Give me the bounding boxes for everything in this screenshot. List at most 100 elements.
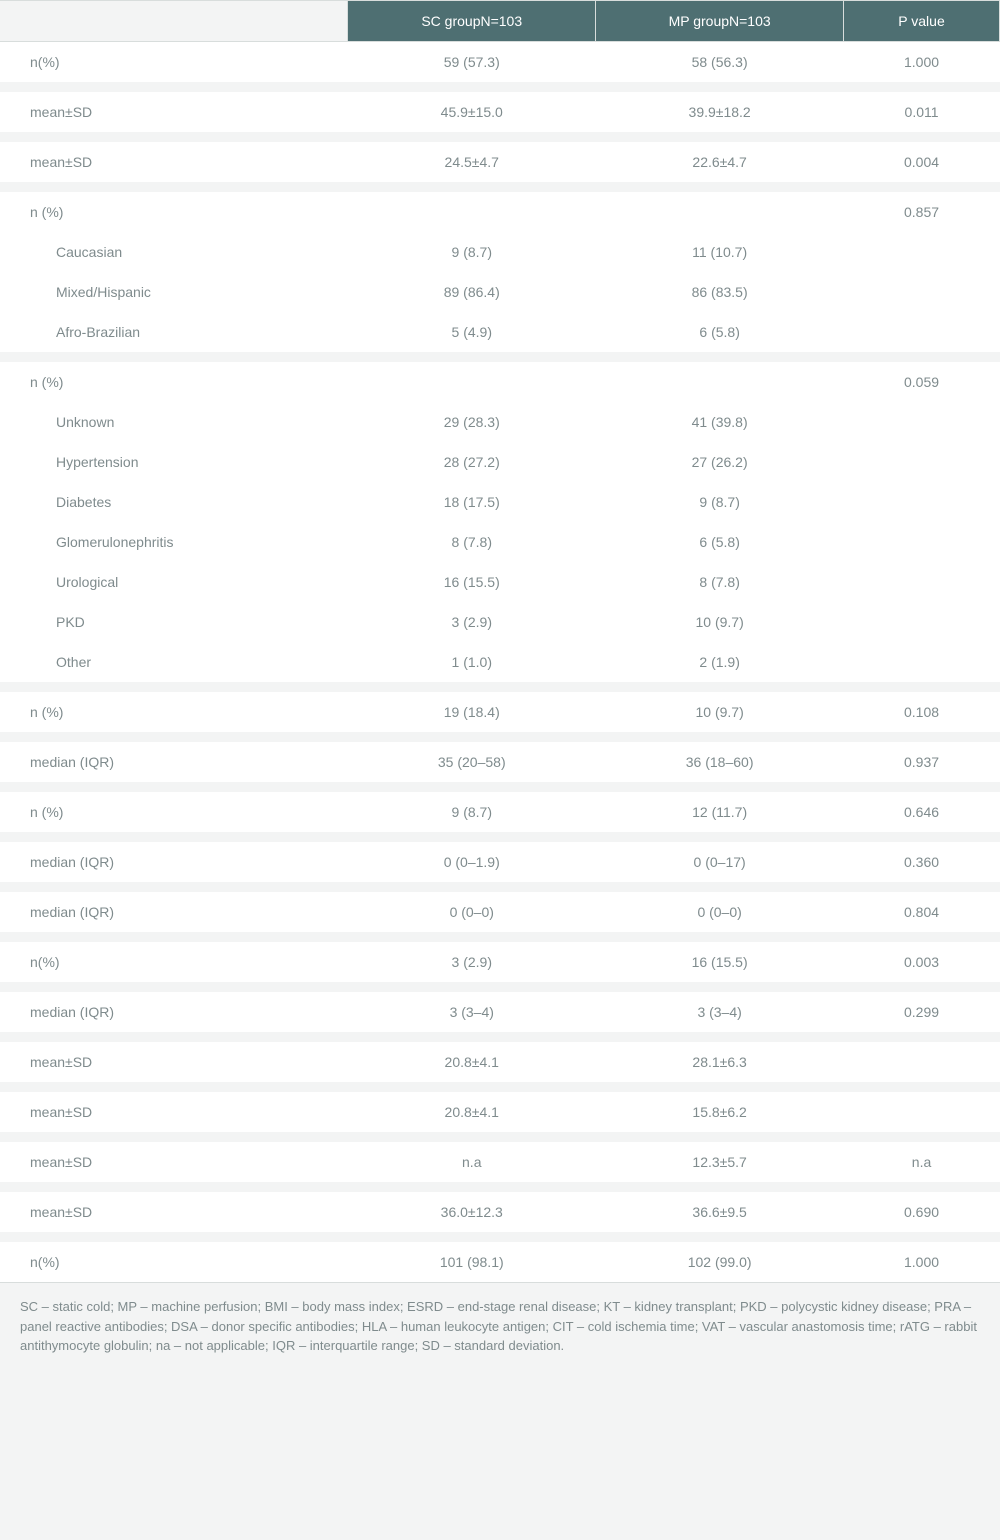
row-label: n(%) xyxy=(0,1242,348,1282)
cell-mp: 6 (5.8) xyxy=(596,312,844,352)
table-row: Afro-Brazilian5 (4.9)6 (5.8) xyxy=(0,312,1000,352)
table-row: n (%)0.059 xyxy=(0,362,1000,402)
table-row: n(%)101 (98.1)102 (99.0)1.000 xyxy=(0,1242,1000,1282)
table-row: mean±SD20.8±4.115.8±6.2 xyxy=(0,1092,1000,1132)
row-gap xyxy=(0,882,1000,892)
cell-mp: 0 (0–17) xyxy=(596,842,844,882)
cell-p xyxy=(844,642,1000,682)
cell-mp: 11 (10.7) xyxy=(596,232,844,272)
col-header-blank xyxy=(0,1,348,42)
table-row: Caucasian9 (8.7)11 (10.7) xyxy=(0,232,1000,272)
table-row xyxy=(0,1132,1000,1142)
row-label: mean±SD xyxy=(0,1192,348,1232)
row-label: mean±SD xyxy=(0,1042,348,1082)
row-label: Glomerulonephritis xyxy=(0,522,348,562)
cell-sc: 35 (20–58) xyxy=(348,742,596,782)
row-gap xyxy=(0,832,1000,842)
row-label: mean±SD xyxy=(0,142,348,182)
table-row: mean±SD36.0±12.336.6±9.50.690 xyxy=(0,1192,1000,1232)
row-gap xyxy=(0,182,1000,192)
table-row xyxy=(0,1082,1000,1092)
row-gap xyxy=(0,1232,1000,1242)
row-gap xyxy=(0,132,1000,142)
table-row: median (IQR)3 (3–4)3 (3–4)0.299 xyxy=(0,992,1000,1032)
row-label: n (%) xyxy=(0,692,348,732)
table-row xyxy=(0,982,1000,992)
cell-p: 0.011 xyxy=(844,92,1000,132)
table-row: mean±SD24.5±4.722.6±4.70.004 xyxy=(0,142,1000,182)
row-label: Urological xyxy=(0,562,348,602)
cell-sc: 3 (2.9) xyxy=(348,942,596,982)
cell-sc: 0 (0–1.9) xyxy=(348,842,596,882)
table-row xyxy=(0,1182,1000,1192)
cell-p xyxy=(844,562,1000,602)
table-row: median (IQR)35 (20–58)36 (18–60)0.937 xyxy=(0,742,1000,782)
row-gap xyxy=(0,1032,1000,1042)
data-table: SC groupN=103 MP groupN=103 P value n(%)… xyxy=(0,0,1000,1282)
table-row: Diabetes18 (17.5)9 (8.7) xyxy=(0,482,1000,522)
cell-p: 0.299 xyxy=(844,992,1000,1032)
table-container: SC groupN=103 MP groupN=103 P value n(%)… xyxy=(0,0,1000,1376)
table-row: Mixed/Hispanic89 (86.4)86 (83.5) xyxy=(0,272,1000,312)
row-label: mean±SD xyxy=(0,92,348,132)
cell-sc: 5 (4.9) xyxy=(348,312,596,352)
cell-mp: 86 (83.5) xyxy=(596,272,844,312)
cell-p xyxy=(844,602,1000,642)
cell-sc: 3 (3–4) xyxy=(348,992,596,1032)
table-row xyxy=(0,782,1000,792)
cell-mp: 16 (15.5) xyxy=(596,942,844,982)
table-row: Unknown29 (28.3)41 (39.8) xyxy=(0,402,1000,442)
cell-sc: 18 (17.5) xyxy=(348,482,596,522)
table-row: Urological16 (15.5)8 (7.8) xyxy=(0,562,1000,602)
cell-mp: 102 (99.0) xyxy=(596,1242,844,1282)
table-row: n (%)19 (18.4)10 (9.7)0.108 xyxy=(0,692,1000,732)
row-label: n(%) xyxy=(0,942,348,982)
cell-mp: 41 (39.8) xyxy=(596,402,844,442)
table-row xyxy=(0,82,1000,92)
table-footnote: SC – static cold; MP – machine perfusion… xyxy=(0,1282,1000,1376)
cell-mp: 36.6±9.5 xyxy=(596,1192,844,1232)
cell-p: 1.000 xyxy=(844,1242,1000,1282)
row-label: Hypertension xyxy=(0,442,348,482)
cell-sc xyxy=(348,192,596,232)
row-gap xyxy=(0,932,1000,942)
cell-sc: 8 (7.8) xyxy=(348,522,596,562)
cell-sc: 20.8±4.1 xyxy=(348,1092,596,1132)
cell-sc: 24.5±4.7 xyxy=(348,142,596,182)
cell-p: 0.937 xyxy=(844,742,1000,782)
cell-mp: 0 (0–0) xyxy=(596,892,844,932)
table-row xyxy=(0,932,1000,942)
cell-p: 0.857 xyxy=(844,192,1000,232)
row-gap xyxy=(0,82,1000,92)
cell-sc: n.a xyxy=(348,1142,596,1182)
cell-mp xyxy=(596,362,844,402)
table-row: Other1 (1.0)2 (1.9) xyxy=(0,642,1000,682)
row-label: Caucasian xyxy=(0,232,348,272)
table-row: mean±SD20.8±4.128.1±6.3 xyxy=(0,1042,1000,1082)
row-gap xyxy=(0,1132,1000,1142)
cell-p xyxy=(844,522,1000,562)
cell-p: 0.646 xyxy=(844,792,1000,832)
cell-sc: 0 (0–0) xyxy=(348,892,596,932)
cell-p: 0.108 xyxy=(844,692,1000,732)
row-label: n (%) xyxy=(0,192,348,232)
table-row: median (IQR)0 (0–0)0 (0–0)0.804 xyxy=(0,892,1000,932)
cell-sc xyxy=(348,362,596,402)
row-gap xyxy=(0,1182,1000,1192)
table-row xyxy=(0,882,1000,892)
table-row xyxy=(0,1232,1000,1242)
cell-p: 0.004 xyxy=(844,142,1000,182)
table-row: n(%)3 (2.9)16 (15.5)0.003 xyxy=(0,942,1000,982)
cell-sc: 29 (28.3) xyxy=(348,402,596,442)
table-body: n(%)59 (57.3)58 (56.3)1.000mean±SD45.9±1… xyxy=(0,42,1000,1283)
cell-mp: 27 (26.2) xyxy=(596,442,844,482)
cell-mp: 39.9±18.2 xyxy=(596,92,844,132)
cell-sc: 89 (86.4) xyxy=(348,272,596,312)
cell-p xyxy=(844,402,1000,442)
row-gap xyxy=(0,352,1000,362)
cell-p: 1.000 xyxy=(844,42,1000,83)
table-row: n (%)9 (8.7)12 (11.7)0.646 xyxy=(0,792,1000,832)
cell-p: 0.003 xyxy=(844,942,1000,982)
cell-sc: 16 (15.5) xyxy=(348,562,596,602)
cell-sc: 9 (8.7) xyxy=(348,232,596,272)
